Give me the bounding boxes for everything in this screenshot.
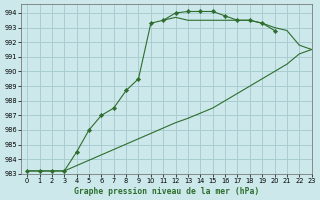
X-axis label: Graphe pression niveau de la mer (hPa): Graphe pression niveau de la mer (hPa)	[74, 187, 259, 196]
